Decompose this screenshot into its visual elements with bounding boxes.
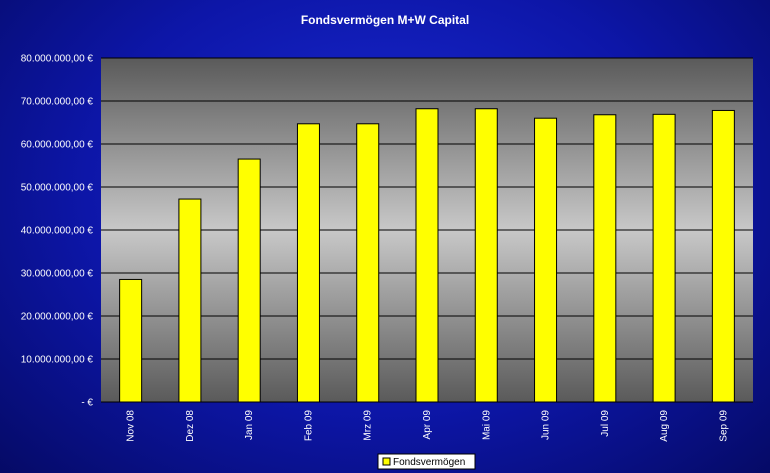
bar [237,158,261,403]
x-tick-label: Mai 09 [481,410,492,440]
x-tick-label: Apr 09 [422,410,433,440]
y-tick-label: 80.000.000,00 € [21,54,94,65]
x-tick-label: Aug 09 [659,410,670,442]
y-tick-label: 20.000.000,00 € [21,312,94,323]
legend-box [377,453,476,470]
x-tick-label: Feb 09 [303,410,314,442]
y-axis-ticks: - € 10.000.000,00 € 20.000.000,00 € 30.000.… [21,54,94,409]
y-tick-label: 70.000.000,00 € [21,97,94,108]
bar [534,117,558,403]
x-tick-label: Jan 09 [244,410,255,440]
bar [178,198,202,403]
bar [652,113,676,403]
x-axis-ticks: Nov 08 Dez 08 Jan 09 Feb 09 Mrz 09 Apr 09 Mai … [126,410,730,442]
x-tick-label: Dez 08 [185,410,196,442]
x-tick-label: Nov 08 [126,410,137,442]
x-tick-label: Jul 09 [600,410,611,437]
bar [474,108,498,403]
bar [415,108,439,403]
legend: Fondsvermögen [377,453,476,470]
bar [119,278,143,403]
bar [593,114,617,403]
legend-label: Fondsvermögen [393,457,465,468]
legend-swatch [382,457,391,466]
y-tick-label: 30.000.000,00 € [21,269,94,280]
y-tick-label: 40.000.000,00 € [21,226,94,237]
bar [296,123,320,403]
bar [711,109,735,403]
x-tick-label: Jun 09 [541,410,552,440]
chart-title: Fondsvermögen M+W Capital [301,13,469,27]
y-tick-label: 60.000.000,00 € [21,140,94,151]
x-tick-label: Mrz 09 [363,410,374,441]
x-tick-label: Sep 09 [718,410,729,442]
bar [356,123,380,403]
y-tick-label: - € [81,398,93,409]
y-tick-label: 50.000.000,00 € [21,183,94,194]
y-tick-label: 10.000.000,00 € [21,355,94,366]
